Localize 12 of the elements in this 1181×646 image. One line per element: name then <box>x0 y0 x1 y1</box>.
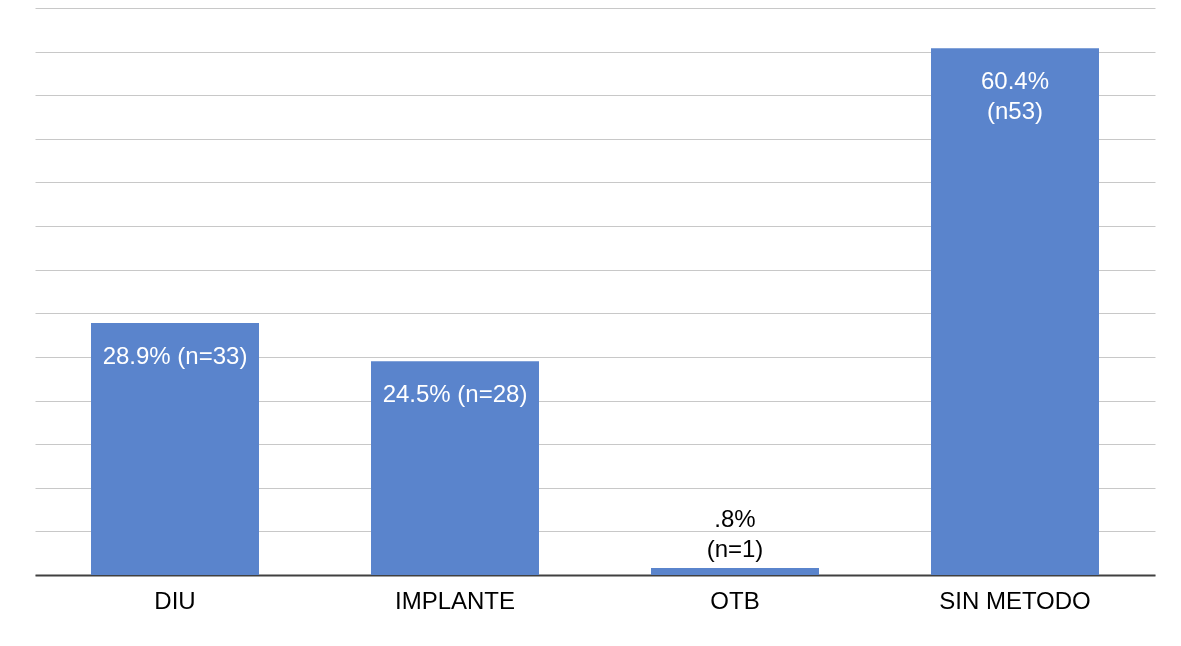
data-label: .8% (n=1) <box>706 505 764 563</box>
bar <box>931 48 1099 575</box>
data-label: 60.4% (n53) <box>980 67 1050 125</box>
data-label: 28.9% (n=33) <box>102 341 248 369</box>
x-tick-label: OTB <box>710 586 760 614</box>
bar <box>91 322 259 575</box>
bar <box>371 361 539 575</box>
x-tick-label: IMPLANTE <box>394 586 516 614</box>
x-tick-label: DIU <box>154 586 196 614</box>
bar <box>651 568 819 575</box>
data-label: 24.5% (n=28) <box>382 380 528 408</box>
x-tick-label: SIN METODO <box>939 586 1091 614</box>
